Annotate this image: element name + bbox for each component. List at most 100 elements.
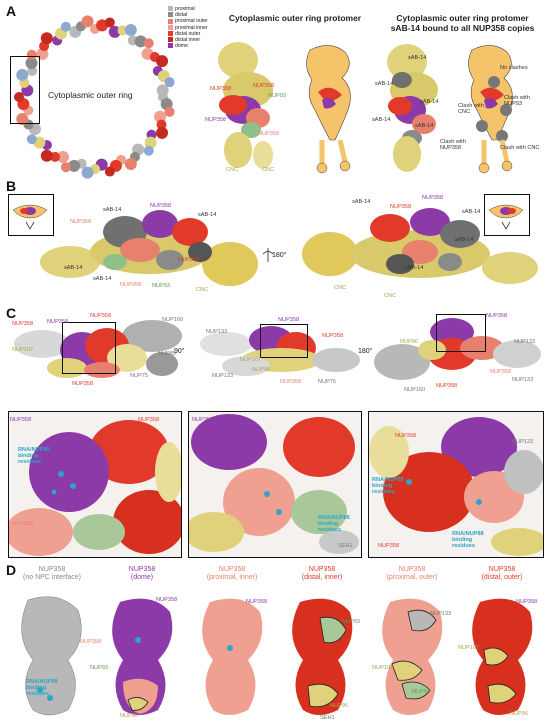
protomer-cartoon-2 [468,45,513,174]
ring-subunit [124,158,137,171]
label-b-sab-r4: sAB-14 [405,265,424,271]
ring-subunit [40,149,53,162]
label-d5-nup107: NUP107 [458,645,480,651]
ring-subunit [26,134,37,145]
label-d4-nup107: NUP107 [372,665,394,671]
ring-subunit [40,32,53,45]
label-z2-nup358b: NUP358 [308,423,330,429]
zoom-box-1 [62,322,116,374]
label-c3-nup133: NUP133 [514,339,536,345]
label-c2-nup358c: NUP358 [280,379,302,385]
label-cnc-a1: CNC [226,167,239,173]
label-c2-nup133b: NUP133 [212,373,234,379]
d-column-header: NUP358 (no NPC interface) [8,566,96,582]
label-nup358-a3: NUP358 [205,117,227,123]
label-c3-nup358a: NUP358 [486,313,508,319]
label-b-sab-l3: sAB-14 [64,265,83,271]
zoom-2-structure [189,414,359,554]
label-no-clash: No clashes [500,65,528,71]
d-column-sub: (distal, outer) [481,574,523,581]
label-c1-nup358b: NUP358 [47,319,69,325]
ring-subunit [117,25,128,36]
label-sab-a5: sAB-14 [420,99,439,105]
label-d3-nup93: NUP93 [342,619,361,625]
zoom-panel-2 [188,411,362,558]
label-d3-seh1: SEH1 [320,715,335,721]
ring-subunit [16,68,29,81]
ring-subunit [156,119,167,130]
d-column-sub: (no NPC interface) [23,574,81,581]
panel-b-structure-right [302,208,538,284]
label-clash-nup93: Clash with NUP93 [504,95,530,107]
label-sab-a2: sAB-14 [375,81,394,87]
ring-subunit [104,166,115,177]
label-c2-nup107: NUP107 [240,357,262,363]
legend-label: proximal [175,6,195,12]
ring-subunit [16,113,29,126]
d-column-sub: (dome) [130,574,154,581]
label-c3-nup358c: NUP358 [436,383,458,389]
label-b-sab-l4: sAB-14 [93,276,112,282]
panel-letter-d: D [6,562,17,578]
protomer-structure-2 [387,44,438,172]
label-z1-nup358c: NUP358 [12,521,34,527]
label-b-sab-r1: sAB-14 [352,199,371,205]
label-c1-nup75: NUP75 [130,373,149,379]
label-c1-nup358d: NUP358 [72,381,94,387]
label-c2-nup96: NUP96 [252,367,271,373]
ring-subunit [156,55,169,68]
label-c1-nup160: NUP160 [162,317,184,323]
label-z3-nup358a: NUP358 [395,433,417,439]
legend-item: dome [168,43,208,49]
title-protomer: Cytoplasmic outer ring protomer [228,13,362,23]
legend-swatch [168,18,173,24]
label-b-cnc-r1: CNC [334,285,347,291]
ring-subunit [60,21,71,32]
ring-subunit [164,77,175,88]
rotate-arrow-icon [262,248,274,262]
zoom-box-2 [260,324,308,358]
label-c1-nup358c: NUP358 [90,313,112,319]
zoom-1-structure [9,420,181,556]
legend-item: proximal inner [168,25,208,31]
ring-subunit [143,38,154,49]
title-protomer-sab-line2: sAB-14 bound to all NUP358 copies [390,22,535,33]
d-column-name: NUP358 [218,566,246,573]
label-b-nup93: NUP93 [152,283,171,289]
protomer-cartoon-1 [306,45,351,174]
legend-label: distal outer [175,30,201,37]
label-d5-nup358: NUP358 [516,599,538,605]
legend-label: distal inner [175,37,201,44]
label-c2-nup133: NUP133 [206,329,228,335]
label-nup93-a: NUP93 [268,93,287,99]
panel-c-view-3 [374,318,541,380]
outer-ring-figure [14,15,175,179]
orientation-inset-left [8,194,54,236]
label-d1-nup93: NUP93 [90,665,109,671]
label-nup358-a2: NUP358 [210,86,232,92]
d-column-sub: (proximal, outer) [386,574,438,581]
label-sab-a1: sAB-14 [408,55,427,61]
legend-label: dome [175,43,188,50]
ring-subunit [14,92,24,102]
label-b-nup358-l1: NUP358 [150,203,172,209]
label-sab-a3: sAB-14 [372,117,391,123]
label-c3-nup96: NUP96 [400,339,419,345]
label-z1-nup358a: NUP358 [10,417,32,423]
panel-letter-b: B [6,178,17,194]
label-d4-nup133: NUP133 [430,611,452,617]
ring-subunit [81,15,94,28]
d-column-header: NUP358 (distal, inner) [278,566,366,582]
panel-b-structure-left [40,210,258,286]
legend-swatch [168,6,173,12]
label-d0-rna: RNA/NUP88 binding residues [26,679,58,697]
label-b-cnc: CNC [196,287,209,293]
orientation-cartoon-left [12,204,48,230]
label-z3-nup133: NUP133 [512,439,534,445]
legend-label: proximal inner [175,24,208,31]
ring-subunit [104,17,115,28]
legend-item: proximal outer [168,18,208,24]
orientation-cartoon-right [488,204,524,230]
label-d1-nup358: NUP358 [156,597,178,603]
d-column-sub: (proximal, inner) [206,574,258,581]
